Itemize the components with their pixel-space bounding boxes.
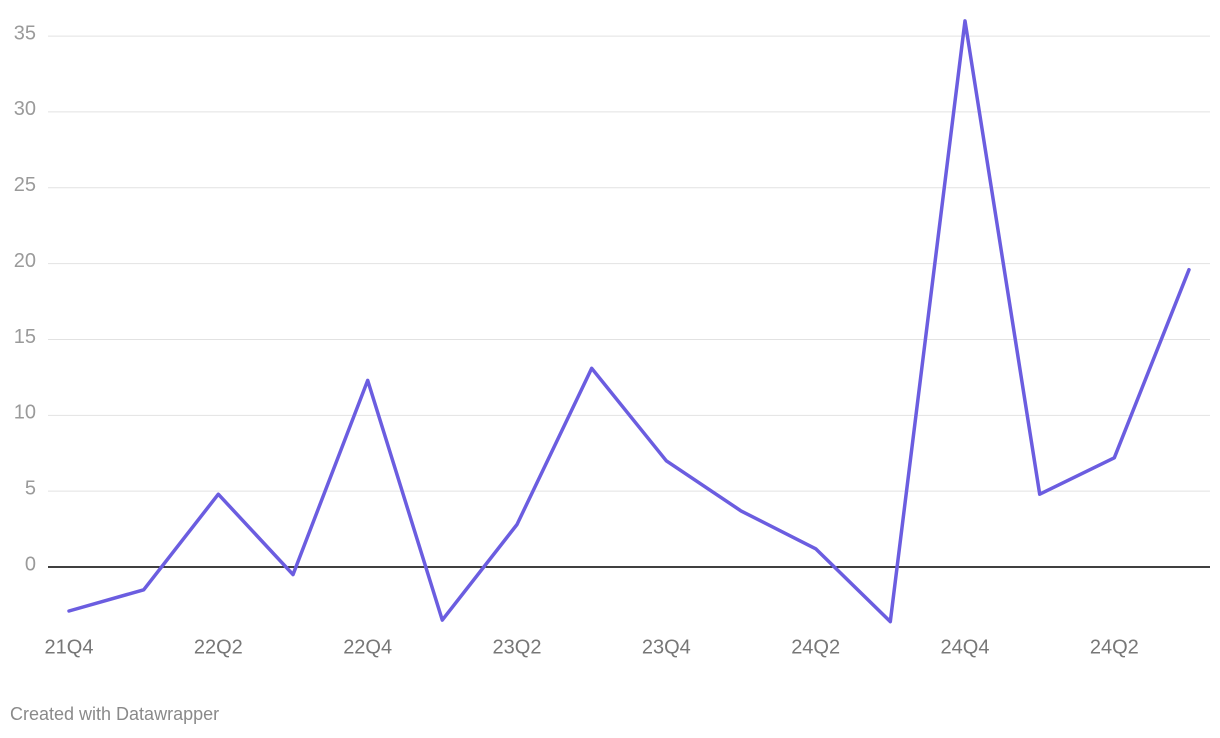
x-tick-label: 22Q2 [194, 636, 243, 658]
y-tick-label: 25 [14, 174, 36, 196]
x-tick-label: 24Q2 [1090, 636, 1139, 658]
x-tick-label: 24Q4 [941, 636, 990, 658]
y-tick-label: 15 [14, 326, 36, 348]
line [67, 19, 1191, 624]
x-tick-label: 22Q4 [343, 636, 392, 658]
y-tick-label: 35 [14, 22, 36, 44]
footer: Created with Datawrapper [10, 704, 219, 724]
y-tick-label: 10 [14, 402, 36, 424]
x-tick-label: 23Q4 [642, 636, 691, 658]
y-tick-label: 0 [25, 553, 36, 575]
y-tick-label: 30 [14, 98, 36, 120]
x-tick-label: 21Q4 [45, 636, 94, 658]
x-tick-label: 23Q2 [493, 636, 542, 658]
y-tick-label: 5 [25, 477, 36, 499]
x-tick-label: 24Q2 [791, 636, 840, 658]
y-tick-label: 20 [14, 250, 36, 272]
